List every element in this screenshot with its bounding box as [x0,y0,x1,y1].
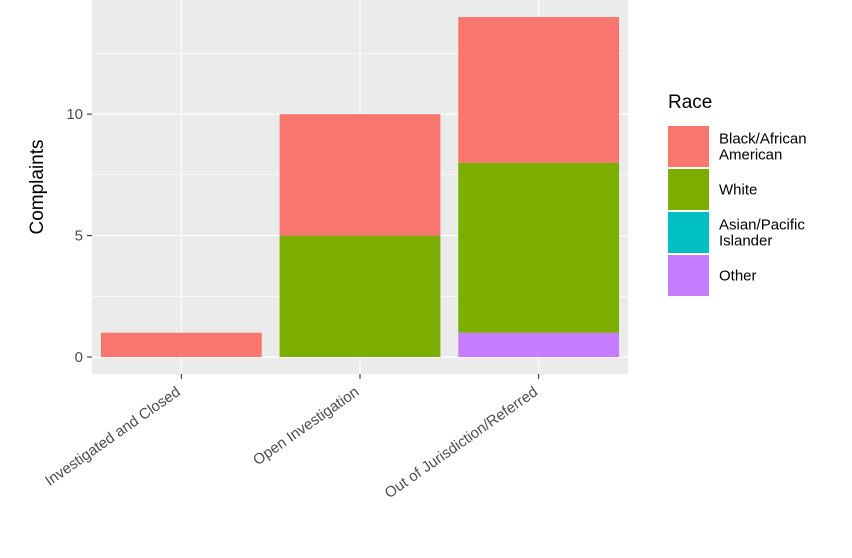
bar-segment [458,17,620,163]
bar-segment [458,332,620,357]
x-tick-label: Investigated and Closed [42,383,184,489]
legend-label: Black/African [719,131,807,148]
y-tick-label: 0 [75,349,83,366]
legend-key [668,212,709,253]
y-axis: 0 5 10 [66,106,92,366]
bars [100,17,620,357]
legend-key [668,126,709,167]
legend-label: Asian/Pacific [719,217,805,234]
y-axis-title: Complaints [27,139,48,234]
y-tick-label: 5 [75,228,83,245]
bar-segment [458,162,620,333]
legend-key [668,169,709,210]
legend-key [668,255,709,296]
bar-segment [100,332,262,357]
legend-label: White [719,182,757,199]
legend-label: Other [719,268,757,285]
x-axis: Investigated and Closed Open Investigatio… [42,374,541,502]
bar-segment [279,235,441,357]
legend-label: Islander [719,233,772,250]
y-tick-label: 10 [66,106,83,123]
legend-label: American [719,147,782,164]
x-tick-label: Open Investigation [250,383,362,469]
x-tick-label: Out of Jurisdiction/Referred [382,383,541,502]
bar-segment [279,114,441,236]
legend-title: Race [668,92,712,113]
